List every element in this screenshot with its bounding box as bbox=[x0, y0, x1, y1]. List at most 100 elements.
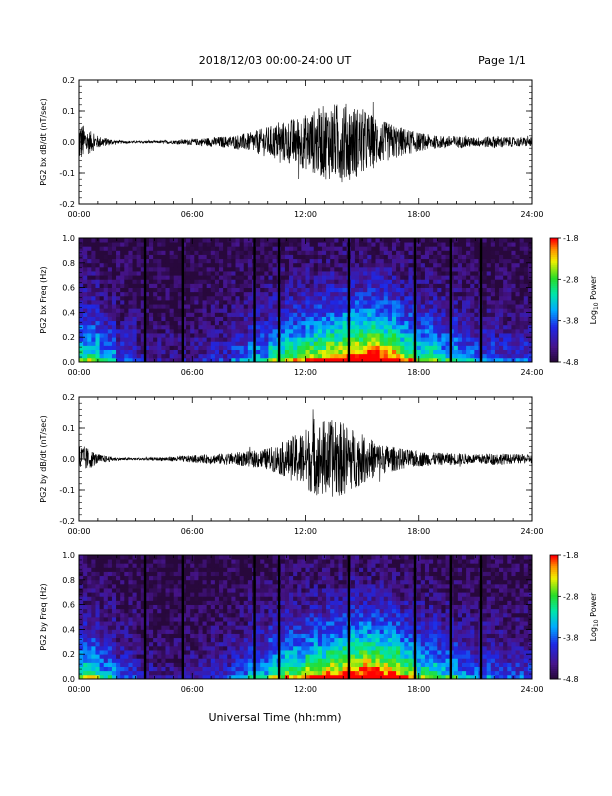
spectrogram-cell bbox=[293, 350, 298, 355]
series-trace bbox=[79, 102, 532, 182]
spectrogram-cell bbox=[260, 283, 265, 288]
spectrogram-cell bbox=[433, 283, 438, 288]
spectrogram-cell bbox=[244, 283, 249, 288]
spectrogram-cell bbox=[161, 658, 166, 663]
spectrogram-cell bbox=[367, 325, 372, 330]
spectrogram-cell bbox=[108, 271, 113, 276]
spectrogram-cell bbox=[499, 329, 504, 334]
spectrogram-cell bbox=[433, 350, 438, 355]
spectrogram-cell bbox=[104, 296, 109, 301]
spectrogram-cell bbox=[454, 246, 459, 251]
spectrogram-cell bbox=[116, 638, 121, 643]
spectrogram-cell bbox=[170, 337, 175, 342]
spectrogram-cell bbox=[503, 321, 508, 326]
spectrogram-cell bbox=[100, 600, 105, 605]
spectrogram-cell bbox=[511, 345, 516, 350]
spectrogram-cell bbox=[371, 312, 376, 317]
spectrogram-cell bbox=[79, 263, 84, 268]
spectrogram-cell bbox=[314, 312, 319, 317]
spectrogram-cell bbox=[248, 592, 253, 597]
spectrogram-cell bbox=[133, 576, 138, 581]
spectrogram-cell bbox=[437, 317, 442, 322]
spectrogram-cell bbox=[408, 296, 413, 301]
spectrogram-cell bbox=[174, 596, 179, 601]
spectrogram-cell bbox=[128, 638, 133, 643]
spectrogram-cell bbox=[380, 288, 385, 293]
spectrogram-cell bbox=[112, 354, 117, 359]
spectrogram-cell bbox=[400, 275, 405, 280]
spectrogram-cell bbox=[227, 605, 232, 610]
spectrogram-cell bbox=[359, 246, 364, 251]
spectrogram-cell bbox=[487, 238, 492, 243]
spectrogram-cell bbox=[174, 580, 179, 585]
spectrogram-cell bbox=[174, 271, 179, 276]
data-gap-line bbox=[144, 238, 146, 362]
spectrogram-cell bbox=[124, 584, 129, 589]
spectrogram-cell bbox=[487, 292, 492, 297]
spectrogram-cell bbox=[128, 329, 133, 334]
spectrogram-cell bbox=[149, 671, 154, 676]
spectrogram-cell bbox=[165, 572, 170, 577]
spectrogram-cell bbox=[198, 288, 203, 293]
spectrogram-cell bbox=[433, 333, 438, 338]
spectrogram-cell bbox=[137, 267, 142, 272]
spectrogram-cell bbox=[334, 325, 339, 330]
spectrogram-cell bbox=[268, 255, 273, 260]
spectrogram-cell bbox=[273, 354, 278, 359]
spectrogram-cell bbox=[396, 288, 401, 293]
spectrogram-cell bbox=[124, 621, 129, 626]
spectrogram-cell bbox=[400, 288, 405, 293]
spectrogram-cell bbox=[100, 255, 105, 260]
spectrogram-cell bbox=[516, 275, 521, 280]
spectrogram-cell bbox=[235, 250, 240, 255]
spectrogram-cell bbox=[367, 337, 372, 342]
spectrogram-cell bbox=[100, 242, 105, 247]
spectrogram-cell bbox=[116, 321, 121, 326]
spectrogram-cell bbox=[293, 288, 298, 293]
spectrogram-cell bbox=[293, 259, 298, 264]
spectrogram-cell bbox=[149, 600, 154, 605]
spectrogram-cell bbox=[190, 275, 195, 280]
spectrogram-cell bbox=[95, 572, 100, 577]
spectrogram-cell bbox=[219, 638, 224, 643]
spectrogram-cell bbox=[174, 559, 179, 564]
spectrogram-cell bbox=[256, 288, 261, 293]
spectrogram-cell bbox=[149, 263, 154, 268]
spectrogram-cell bbox=[149, 634, 154, 639]
spectrogram-cell bbox=[520, 317, 525, 322]
spectrogram-cell bbox=[474, 329, 479, 334]
spectrogram-cell bbox=[318, 296, 323, 301]
spectrogram-cell bbox=[104, 671, 109, 676]
spectrogram-cell bbox=[170, 642, 175, 647]
spectrogram-cell bbox=[149, 350, 154, 355]
spectrogram-cell bbox=[260, 288, 265, 293]
spectrogram-cell bbox=[256, 271, 261, 276]
spectrogram-cell bbox=[487, 275, 492, 280]
spectrogram-cell bbox=[466, 321, 471, 326]
spectrogram-cell bbox=[524, 271, 529, 276]
spectrogram-cell bbox=[268, 350, 273, 355]
spectrogram-cell bbox=[470, 350, 475, 355]
spectrogram-cell bbox=[165, 341, 170, 346]
spectrogram-cell bbox=[396, 337, 401, 342]
spectrogram-cell bbox=[174, 629, 179, 634]
spectrogram-cell bbox=[198, 300, 203, 305]
spectrogram-cell bbox=[458, 296, 463, 301]
spectrogram-cell bbox=[165, 267, 170, 272]
spectrogram-cell bbox=[104, 646, 109, 651]
spectrogram-cell bbox=[215, 609, 220, 614]
spectrogram-cell bbox=[174, 312, 179, 317]
spectrogram-cell bbox=[223, 259, 228, 264]
spectrogram-cell bbox=[157, 337, 162, 342]
data-gap-line bbox=[450, 238, 452, 362]
spectrogram-cell bbox=[310, 263, 315, 268]
spectrogram-cell bbox=[170, 625, 175, 630]
spectrogram-cell bbox=[174, 658, 179, 663]
spectrogram-cell bbox=[170, 267, 175, 272]
spectrogram-cell bbox=[87, 654, 92, 659]
spectrogram-cell bbox=[355, 238, 360, 243]
spectrogram-cell bbox=[363, 279, 368, 284]
spectrogram-cell bbox=[248, 671, 253, 676]
spectrogram-cell bbox=[507, 242, 512, 247]
